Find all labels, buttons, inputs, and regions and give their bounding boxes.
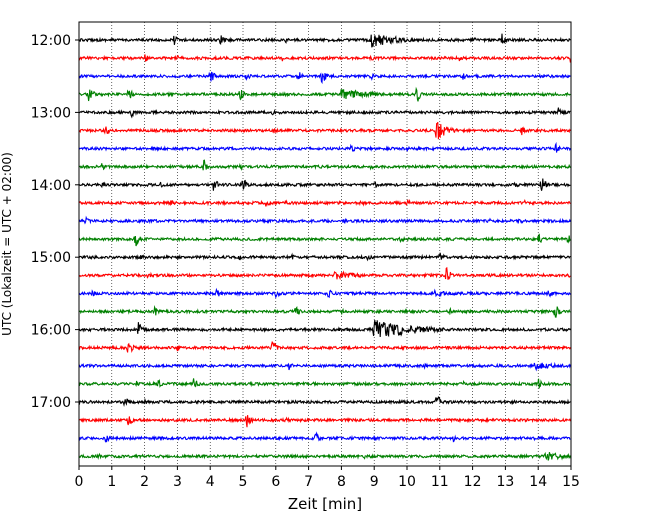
- trace-line: [78, 320, 571, 338]
- trace-line: [78, 178, 571, 191]
- x-tick-label: 4: [206, 474, 215, 490]
- x-tick-label: 3: [173, 474, 182, 490]
- y-tick-label: 16:00: [31, 323, 71, 339]
- x-tick-label: 15: [562, 474, 580, 490]
- x-tick-label: 2: [140, 474, 149, 490]
- trace-line: [78, 215, 571, 225]
- x-tick-label: 13: [496, 474, 514, 490]
- trace-line: [78, 361, 571, 372]
- trace-line: [78, 198, 571, 208]
- trace-line: [78, 266, 571, 281]
- trace-line: [78, 33, 571, 48]
- x-axis-label: Zeit [min]: [288, 495, 362, 513]
- trace-line: [78, 340, 571, 353]
- y-tick-label: 13:00: [31, 105, 71, 121]
- y-tick-label: 15:00: [31, 250, 71, 266]
- x-tick-label: 10: [398, 474, 416, 490]
- y-tick-label: 17:00: [31, 395, 71, 411]
- x-tick-label: 1: [107, 474, 116, 490]
- y-tick-label: 14:00: [31, 178, 71, 194]
- trace-line: [78, 233, 571, 247]
- y-axis-ticks: 12:00 13:00 14:00 15:00 16:00 17:00: [31, 33, 79, 411]
- x-tick-label: 9: [370, 474, 379, 490]
- trace-line: [78, 415, 571, 428]
- x-tick-label: 0: [75, 474, 84, 490]
- plot-frame: [78, 21, 572, 467]
- y-axis-label: UTC (Lokalzeit = UTC + 02:00): [0, 152, 14, 336]
- x-tick-label: 11: [431, 474, 449, 490]
- trace-line: [78, 305, 571, 318]
- vertical-gridlines: [111, 22, 539, 466]
- x-tick-label: 5: [239, 474, 248, 490]
- trace-line: [78, 86, 571, 102]
- trace-line: [78, 431, 571, 443]
- x-tick-label: 6: [271, 474, 280, 490]
- trace-line: [78, 287, 571, 299]
- traces-group: [78, 33, 571, 461]
- trace-line: [78, 378, 571, 389]
- trace-line: [79, 121, 571, 140]
- x-axis-ticks: 0 1 2 3 4 5 6 7 8 9 10 11 12 13 14 15: [75, 466, 580, 490]
- x-tick-label: 12: [464, 474, 482, 490]
- trace-line: [78, 451, 571, 461]
- trace-line: [78, 159, 571, 172]
- x-tick-label: 7: [304, 474, 313, 490]
- trace-line: [78, 252, 571, 262]
- trace-line: [78, 141, 571, 153]
- trace-line: [78, 396, 571, 407]
- y-tick-label: 12:00: [31, 33, 71, 49]
- trace-line: [78, 71, 571, 85]
- x-tick-label: 8: [337, 474, 346, 490]
- x-tick-label: 14: [529, 474, 547, 490]
- trace-line: [78, 107, 571, 119]
- trace-line: [78, 54, 571, 63]
